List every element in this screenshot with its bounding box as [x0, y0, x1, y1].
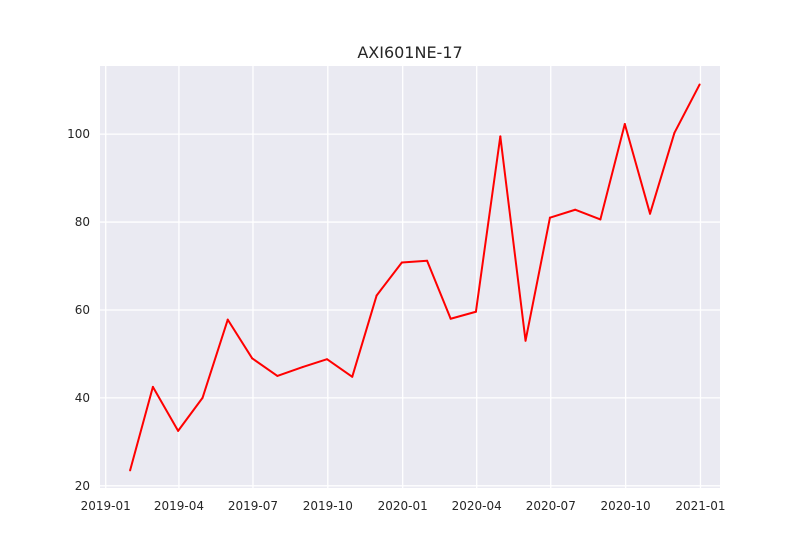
data-point — [548, 216, 551, 219]
x-tick-label: 2019-01 — [81, 499, 131, 513]
data-point — [649, 212, 652, 215]
x-tick-label: 2021-01 — [675, 499, 725, 513]
y-tick-label: 20 — [75, 479, 90, 493]
data-point — [326, 358, 329, 361]
y-tick-label: 40 — [75, 391, 90, 405]
data-point — [426, 259, 429, 262]
x-tick-label: 2020-01 — [378, 499, 428, 513]
y-tick-label: 80 — [75, 215, 90, 229]
data-point — [449, 317, 452, 320]
chart-title: AXI601NE-17 — [357, 43, 462, 62]
data-point — [623, 123, 626, 126]
data-point — [276, 374, 279, 377]
data-point — [574, 208, 577, 211]
data-point — [499, 135, 502, 138]
tick-labels: 2019-01 2019-04 2019-07 2019-10 2020-01 2020-… — [67, 127, 725, 513]
data-point — [673, 131, 676, 134]
data-point — [177, 429, 180, 432]
x-tick-label: 2020-04 — [452, 499, 502, 513]
x-tick-label: 2019-04 — [154, 499, 204, 513]
data-point — [129, 469, 132, 472]
data-point — [400, 261, 403, 264]
y-tick-label: 60 — [75, 303, 90, 317]
data-point — [599, 218, 602, 221]
data-point — [375, 294, 378, 297]
plot-area — [100, 66, 720, 488]
x-tick-label: 2020-07 — [526, 499, 576, 513]
data-point — [226, 318, 229, 321]
x-tick-label: 2019-10 — [303, 499, 353, 513]
data-point — [524, 339, 527, 342]
data-point — [351, 375, 354, 378]
grid-lines — [100, 66, 720, 488]
data-point — [201, 396, 204, 399]
data-point — [301, 366, 304, 369]
series-layer — [129, 83, 701, 472]
data-point — [474, 310, 477, 313]
y-tick-label: 100 — [67, 127, 90, 141]
data-point — [698, 83, 701, 86]
x-tick-label: 2020-10 — [601, 499, 651, 513]
data-point — [151, 385, 154, 388]
x-tick-label: 2019-07 — [228, 499, 278, 513]
data-point — [251, 357, 254, 360]
series-line — [129, 83, 701, 471]
